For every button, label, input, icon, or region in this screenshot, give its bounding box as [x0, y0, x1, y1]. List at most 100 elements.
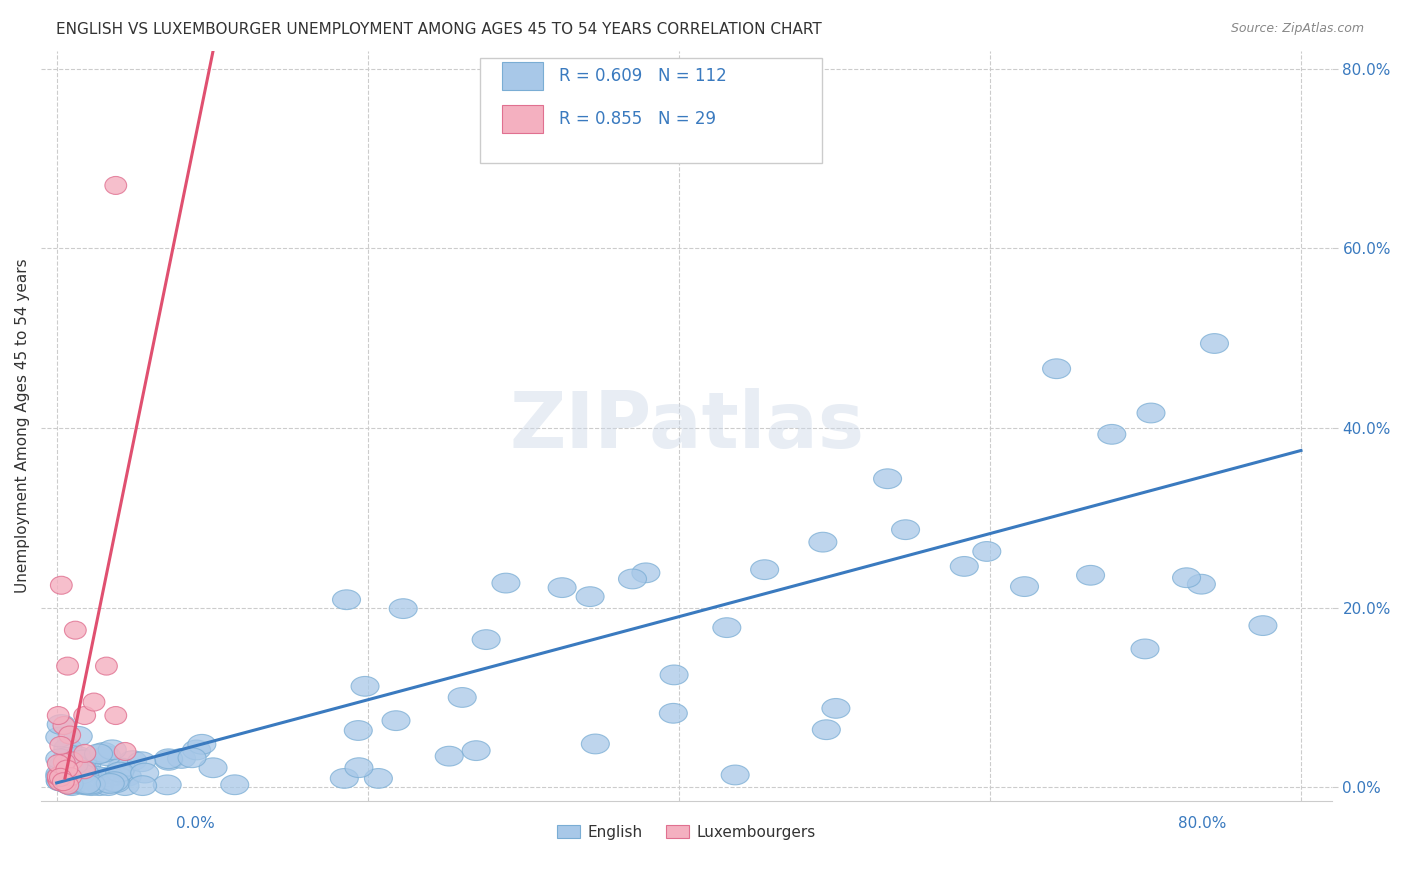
Ellipse shape [69, 753, 97, 773]
Ellipse shape [49, 772, 77, 791]
Ellipse shape [111, 776, 139, 796]
Ellipse shape [46, 764, 75, 784]
Ellipse shape [183, 740, 211, 760]
Ellipse shape [55, 774, 83, 794]
Ellipse shape [65, 726, 93, 747]
Ellipse shape [60, 768, 89, 788]
Ellipse shape [56, 776, 79, 794]
Text: 80.0%: 80.0% [1178, 816, 1226, 831]
Ellipse shape [96, 657, 117, 675]
Ellipse shape [75, 767, 103, 788]
Ellipse shape [330, 769, 359, 789]
Ellipse shape [77, 774, 105, 794]
Ellipse shape [60, 752, 83, 770]
Ellipse shape [1188, 574, 1215, 594]
Ellipse shape [65, 621, 86, 640]
Ellipse shape [576, 587, 605, 607]
Ellipse shape [53, 754, 75, 772]
Ellipse shape [67, 764, 96, 783]
Ellipse shape [631, 563, 659, 582]
Ellipse shape [114, 742, 136, 761]
Ellipse shape [55, 774, 76, 793]
Ellipse shape [59, 726, 80, 744]
Ellipse shape [72, 775, 100, 795]
Ellipse shape [83, 693, 105, 711]
Ellipse shape [53, 716, 75, 734]
Ellipse shape [73, 754, 101, 774]
Ellipse shape [48, 767, 69, 785]
Ellipse shape [98, 739, 127, 760]
Ellipse shape [67, 758, 96, 778]
Text: 0.0%: 0.0% [176, 816, 215, 831]
Ellipse shape [973, 541, 1001, 561]
FancyBboxPatch shape [502, 104, 543, 133]
Ellipse shape [713, 618, 741, 638]
Ellipse shape [751, 560, 779, 580]
Ellipse shape [103, 765, 131, 785]
Ellipse shape [84, 744, 112, 764]
Legend: English, Luxembourgers: English, Luxembourgers [551, 819, 823, 846]
Ellipse shape [60, 768, 82, 786]
Ellipse shape [364, 769, 392, 789]
Ellipse shape [70, 764, 98, 783]
Ellipse shape [389, 599, 418, 618]
Ellipse shape [49, 772, 70, 790]
Ellipse shape [721, 765, 749, 785]
Ellipse shape [1077, 566, 1105, 585]
Ellipse shape [155, 749, 183, 769]
Ellipse shape [332, 590, 360, 609]
Ellipse shape [463, 740, 491, 761]
Ellipse shape [51, 576, 72, 594]
Ellipse shape [128, 776, 156, 796]
Ellipse shape [48, 714, 75, 734]
Ellipse shape [96, 767, 124, 787]
Ellipse shape [548, 578, 576, 598]
Ellipse shape [188, 734, 217, 754]
Text: R = 0.609   N = 112: R = 0.609 N = 112 [558, 67, 727, 86]
Ellipse shape [73, 774, 100, 794]
Ellipse shape [52, 773, 80, 793]
Ellipse shape [128, 752, 156, 772]
Ellipse shape [100, 772, 128, 791]
Ellipse shape [808, 533, 837, 552]
Ellipse shape [155, 750, 183, 770]
Ellipse shape [1011, 577, 1039, 597]
Ellipse shape [58, 774, 86, 794]
Ellipse shape [659, 665, 688, 685]
Ellipse shape [86, 776, 114, 796]
Ellipse shape [131, 764, 159, 783]
Ellipse shape [114, 766, 141, 786]
Ellipse shape [492, 574, 520, 593]
Ellipse shape [1130, 639, 1159, 659]
Ellipse shape [58, 776, 86, 796]
Ellipse shape [65, 761, 93, 780]
Ellipse shape [179, 747, 207, 768]
Ellipse shape [69, 774, 96, 794]
Ellipse shape [107, 758, 135, 778]
Ellipse shape [56, 760, 77, 778]
Ellipse shape [49, 755, 77, 774]
Ellipse shape [46, 771, 75, 790]
Ellipse shape [49, 737, 72, 755]
Ellipse shape [382, 711, 411, 731]
Text: ENGLISH VS LUXEMBOURGER UNEMPLOYMENT AMONG AGES 45 TO 54 YEARS CORRELATION CHART: ENGLISH VS LUXEMBOURGER UNEMPLOYMENT AMO… [56, 22, 823, 37]
Ellipse shape [1201, 334, 1229, 353]
Ellipse shape [90, 742, 118, 763]
Ellipse shape [73, 761, 96, 779]
Ellipse shape [1249, 615, 1277, 635]
Ellipse shape [79, 770, 107, 789]
Ellipse shape [167, 748, 195, 768]
Ellipse shape [53, 739, 82, 758]
Text: ZIPatlas: ZIPatlas [509, 388, 865, 464]
Ellipse shape [105, 706, 127, 724]
Ellipse shape [581, 734, 609, 754]
Ellipse shape [105, 177, 127, 194]
Ellipse shape [619, 569, 647, 589]
Ellipse shape [873, 469, 901, 489]
Ellipse shape [813, 720, 841, 739]
Ellipse shape [449, 688, 477, 707]
Ellipse shape [1173, 568, 1201, 588]
Ellipse shape [48, 755, 69, 772]
Ellipse shape [51, 765, 72, 783]
Ellipse shape [103, 772, 129, 793]
